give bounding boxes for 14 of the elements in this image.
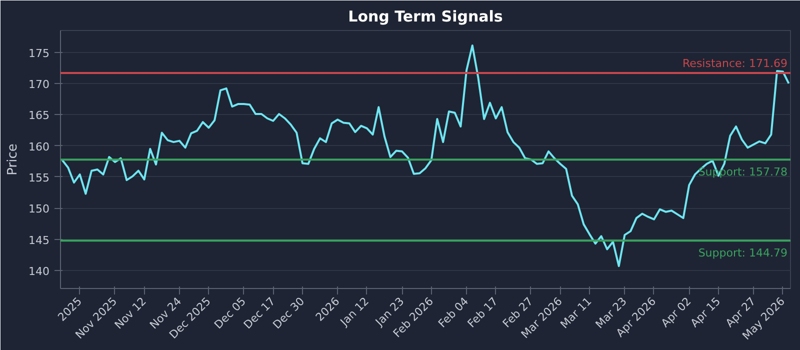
y-tick-label: 165 xyxy=(28,109,50,122)
y-tick-label: 140 xyxy=(28,264,50,278)
y-tick-label: 175 xyxy=(28,46,50,60)
y-tick-label: 170 xyxy=(28,78,50,91)
chart-title: Long Term Signals xyxy=(348,8,503,26)
ref-line-label: Support: 144.79 xyxy=(698,246,788,260)
y-tick-label: 150 xyxy=(28,202,50,216)
line-series xyxy=(61,44,790,268)
y-axis-title: Price xyxy=(6,144,21,176)
y-tick-label: 145 xyxy=(28,234,50,247)
y-tick-label: 160 xyxy=(28,140,50,154)
y-tick-label: 155 xyxy=(28,171,50,184)
x-tick-label: Jan 12 xyxy=(337,294,372,330)
ref-line-label: Resistance: 171.69 xyxy=(682,56,788,70)
